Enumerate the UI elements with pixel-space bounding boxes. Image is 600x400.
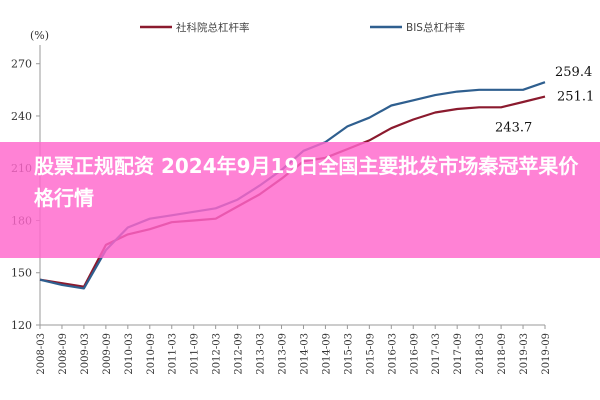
x-tick-label: 2013-03 <box>256 333 267 375</box>
x-tick-label: 2018-03 <box>475 333 486 375</box>
x-tick-label: 2015-03 <box>343 333 354 375</box>
x-tick-label: 2016-03 <box>387 333 398 375</box>
x-tick-label: 2009-09 <box>102 333 113 375</box>
x-tick-label: 2010-09 <box>146 333 157 375</box>
x-tick-label: 2014-03 <box>299 333 310 375</box>
y-unit-label: (%) <box>30 29 49 42</box>
x-tick-label: 2019-09 <box>541 333 552 375</box>
x-tick-label: 2014-09 <box>321 333 332 375</box>
x-tick-label: 2009-03 <box>80 333 91 375</box>
y-tick-label: 150 <box>11 267 32 280</box>
x-ticks: 2008-03 2008-09 2009-03 2009-09 2010-03 2010-… <box>36 325 552 375</box>
x-tick-label: 2017-09 <box>453 333 464 375</box>
x-tick-label: 2011-03 <box>168 333 179 375</box>
banner-headline: 股票正规配资 2024年9月19日全国主要批发市场秦冠苹果价格行情 <box>34 154 579 210</box>
x-tick-label: 2008-03 <box>36 333 47 375</box>
y-tick-label: 270 <box>11 58 32 71</box>
x-tick-label: 2013-09 <box>278 333 289 375</box>
x-tick-label: 2017-03 <box>431 333 442 375</box>
x-tick-label: 2016-09 <box>409 333 420 375</box>
x-tick-label: 2012-09 <box>234 333 245 375</box>
x-tick-label: 2015-09 <box>365 333 376 375</box>
data-labels: 259.4 251.1 243.7 <box>495 65 594 135</box>
y-tick-label: 240 <box>11 110 32 123</box>
legend-label-2: BIS总杠杆率 <box>406 21 465 34</box>
x-tick-label: 2019-03 <box>519 333 530 375</box>
legend: 社科院总杠杆率 BIS总杠杆率 <box>140 21 465 34</box>
data-label-2: 251.1 <box>557 90 594 105</box>
x-tick-label: 2010-03 <box>124 333 135 375</box>
x-tick-label: 2011-09 <box>190 333 201 375</box>
overlay-banner <box>0 142 600 258</box>
data-label-1: 259.4 <box>555 65 592 80</box>
legend-label-1: 社科院总杠杆率 <box>176 21 250 34</box>
x-tick-label: 2012-03 <box>212 333 223 375</box>
data-label-3: 243.7 <box>495 121 532 136</box>
y-tick-label: 120 <box>11 319 32 332</box>
x-tick-label: 2018-09 <box>497 333 508 375</box>
x-tick-label: 2008-09 <box>58 333 69 375</box>
